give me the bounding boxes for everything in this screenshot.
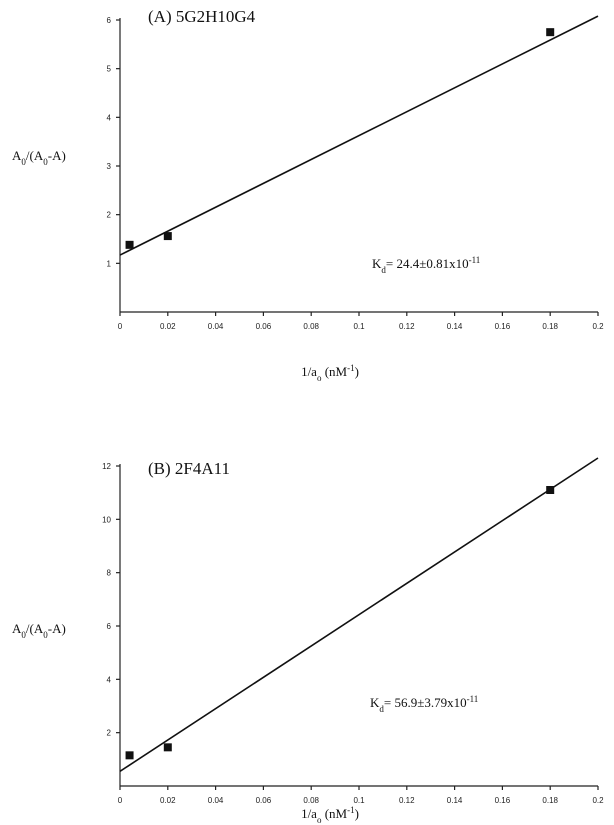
x-tick-label: 0.02 (160, 796, 176, 805)
fit-line (119, 457, 599, 773)
y-tick-label: 2 (107, 729, 112, 738)
x-tick-label: 0.06 (256, 796, 272, 805)
x-tick-label: 0.18 (542, 322, 558, 331)
data-point (125, 751, 134, 760)
x-tick-label: 0 (118, 322, 123, 331)
data-point (125, 240, 134, 249)
data-point (163, 743, 172, 752)
x-tick-label: 0.2 (592, 796, 604, 805)
chart-title: (A) 5G2H10G4 (148, 7, 256, 26)
x-axis-label: 1/ao (nM-1) (301, 363, 359, 383)
y-tick-label: 3 (107, 162, 112, 171)
y-tick-label: 10 (102, 515, 111, 524)
chart-panel-b: 2 4 6 8 10 12 0 0.02 0.04 0.06 0.08 0.1 0.12 0.14 0.16… (12, 457, 604, 825)
x-tick-label: 0.18 (542, 796, 558, 805)
x-tick-label: 0.04 (208, 322, 224, 331)
y-tick-label: 8 (107, 569, 112, 578)
kd-annotation: Kd= 24.4±0.81x10-11 (372, 255, 480, 275)
x-tick-label: 0.16 (495, 322, 511, 331)
x-tick-label: 0.12 (399, 796, 415, 805)
y-tick-label: 1 (107, 259, 112, 268)
x-tick-label: 0.1 (353, 322, 365, 331)
x-tick-label: 0.04 (208, 796, 224, 805)
data-point (546, 28, 555, 37)
y-axis-label: A0/(A0-A) (12, 148, 66, 167)
y-tick-label: 12 (102, 462, 111, 471)
x-tick-label: 0.16 (495, 796, 511, 805)
x-tick-label: 0.2 (592, 322, 604, 331)
x-tick-label: 0.08 (303, 322, 319, 331)
data-point (546, 486, 555, 494)
x-tick-label: 0 (118, 796, 123, 805)
x-tick-label: 0.06 (256, 322, 272, 331)
y-tick-label: 4 (107, 675, 112, 684)
y-tick-label: 2 (107, 211, 112, 220)
y-tick-label: 6 (107, 622, 112, 631)
chart-title: (B) 2F4A11 (148, 459, 230, 478)
fit-line (119, 15, 599, 256)
kd-annotation: Kd= 56.9±3.79x10-11 (370, 694, 478, 714)
x-axis-label: 1/ao (nM-1) (301, 805, 359, 825)
y-tick-label: 5 (107, 65, 112, 74)
y-tick-label: 6 (107, 16, 112, 25)
y-tick-label: 4 (107, 113, 112, 122)
x-tick-label: 0.14 (447, 322, 463, 331)
x-tick-label: 0.1 (353, 796, 365, 805)
x-tick-label: 0.08 (303, 796, 319, 805)
x-tick-label: 0.02 (160, 322, 176, 331)
x-tick-label: 0.12 (399, 322, 415, 331)
data-point (163, 232, 172, 241)
chart-panel-a: 1 2 3 4 5 6 0 0.02 0.04 0.06 0.08 0.1 0.12 0.14 0.16 0.… (12, 7, 604, 383)
x-tick-label: 0.14 (447, 796, 463, 805)
y-axis-label: A0/(A0-A) (12, 621, 66, 640)
